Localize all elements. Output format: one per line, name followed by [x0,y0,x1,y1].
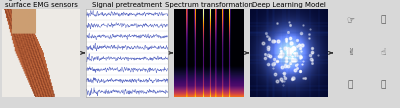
Title: Deep Learning Model: Deep Learning Model [252,2,326,8]
Text: ☝: ☝ [381,48,386,57]
Title: Spectrum transformation: Spectrum transformation [165,2,253,8]
Text: ✌: ✌ [347,48,354,57]
Text: ☞: ☞ [346,15,354,25]
Text: 👋: 👋 [381,81,386,90]
Title: High-precision wireless
surface EMG sensors: High-precision wireless surface EMG sens… [1,0,81,8]
Title: Signal pretreatment: Signal pretreatment [92,2,162,8]
Text: ✊: ✊ [348,81,353,90]
Text: ✋: ✋ [381,15,386,25]
